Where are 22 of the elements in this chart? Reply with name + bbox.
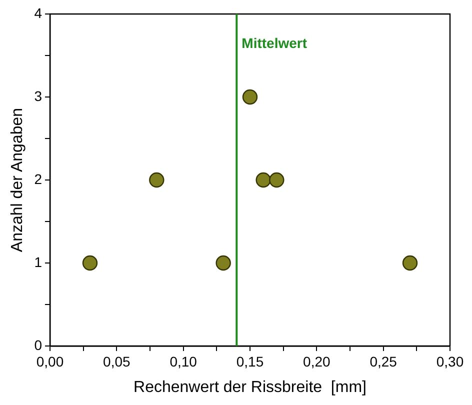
ref-line-label: Mittelwert	[242, 34, 308, 51]
y-tick-label: 2	[34, 170, 42, 187]
x-tick-label: 0,30	[436, 353, 464, 370]
x-tick-label: 0,20	[303, 353, 330, 370]
x-tick-label: 0,05	[103, 353, 130, 370]
point	[269, 172, 284, 188]
point	[216, 255, 231, 271]
point	[256, 172, 271, 188]
x-tick-label: 0,15	[236, 353, 264, 370]
x-tick-label: 0,25	[370, 353, 398, 370]
point	[149, 172, 164, 188]
y-tick-label: 4	[34, 4, 42, 21]
x-axis-title: Rechenwert der Rissbreite [mm]	[134, 378, 366, 396]
y-tick-label: 3	[34, 88, 42, 104]
y-axis-title: Anzahl der Angaben	[9, 108, 26, 252]
point	[402, 255, 418, 271]
y-tick-label: 1	[34, 254, 42, 270]
point	[82, 255, 98, 271]
point	[242, 89, 258, 105]
x-tick-label: 0,10	[170, 353, 198, 370]
x-tick-label: 0,00	[36, 353, 64, 370]
y-tick-label: 0	[34, 336, 42, 353]
